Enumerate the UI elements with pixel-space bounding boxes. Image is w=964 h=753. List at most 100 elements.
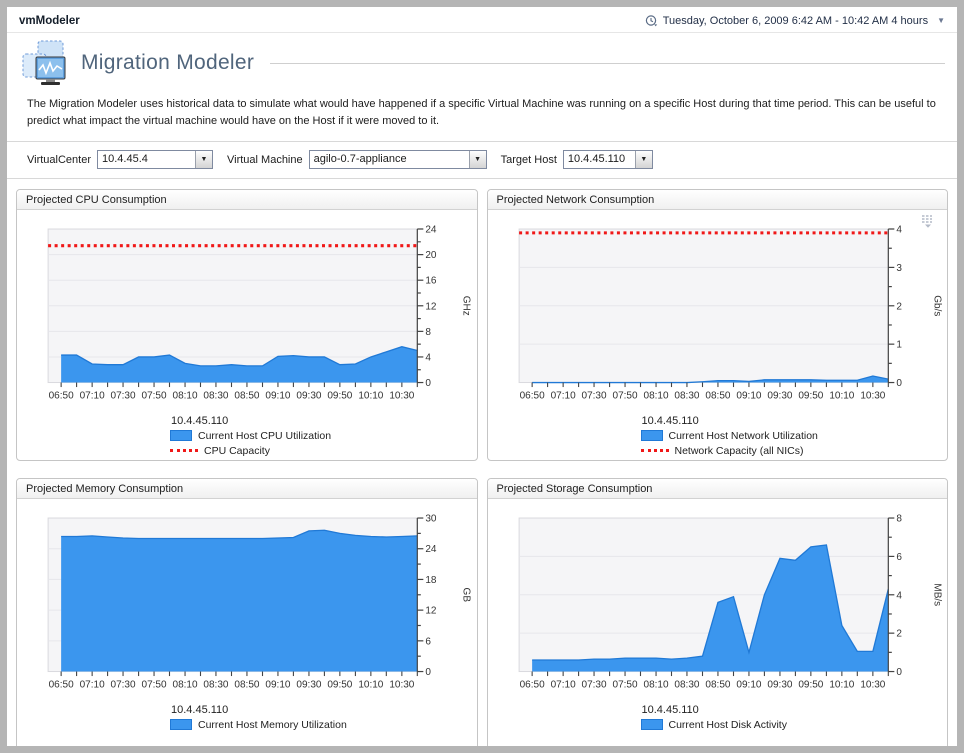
clock-icon: [645, 15, 657, 27]
svg-text:10:30: 10:30: [389, 680, 414, 691]
svg-text:09:50: 09:50: [327, 680, 352, 691]
chart-legend: 10.4.45.110 Current Host CPU Utilization…: [170, 415, 474, 457]
svg-text:10:10: 10:10: [358, 680, 383, 691]
svg-text:07:50: 07:50: [612, 391, 637, 402]
svg-text:10:10: 10:10: [358, 391, 383, 402]
chart-panel-title: Projected CPU Consumption: [17, 190, 477, 210]
svg-text:MB/s: MB/s: [931, 583, 942, 606]
legend-item: Current Host CPU Utilization: [170, 430, 474, 442]
legend-item: Network Capacity (all NICs): [640, 444, 945, 457]
legend-item: CPU Capacity: [170, 445, 474, 457]
chart-panel-body: 0 6 12 18 24 30 GB 06:50 07:10 07:30 07:50 08:10 08:…: [17, 499, 477, 731]
svg-text:12: 12: [425, 606, 437, 617]
svg-text:Gb/s: Gb/s: [931, 295, 942, 316]
cpu-chart: 0 4 8 12 16 20 24 GHz 06:50 07:10 07:30 07:50 08:10 0…: [47, 225, 471, 402]
svg-text:16: 16: [425, 276, 437, 287]
chart-panel-body: 0 1 2 3 4 Gb/s 06:50 07:10 07:30 07:50 08:10 08:30 0…: [488, 210, 948, 457]
legend-area-swatch: [640, 719, 663, 731]
svg-text:08:50: 08:50: [234, 391, 259, 402]
legend-item: Current Host Network Utilization: [640, 430, 945, 442]
svg-text:09:50: 09:50: [327, 391, 352, 402]
svg-text:09:30: 09:30: [767, 680, 792, 691]
svg-text:06:50: 06:50: [49, 680, 74, 691]
chart-menu-icon[interactable]: [919, 214, 935, 228]
svg-text:4: 4: [425, 352, 431, 363]
svg-text:08:10: 08:10: [173, 680, 198, 691]
virtual-machine-select[interactable]: agilo-0.7-appliance ▼: [308, 150, 487, 169]
timeframe-selector[interactable]: Tuesday, October 6, 2009 6:42 AM - 10:42…: [645, 14, 945, 27]
legend-area-swatch: [170, 719, 192, 731]
memory-chart: 0 6 12 18 24 30 GB 06:50 07:10 07:30 07:50 08:10 08:…: [47, 514, 471, 691]
svg-text:09:30: 09:30: [767, 391, 792, 402]
svg-text:6: 6: [896, 552, 902, 563]
svg-text:0: 0: [896, 667, 902, 678]
legend-item-label: CPU Capacity: [204, 444, 270, 457]
svg-text:07:10: 07:10: [80, 391, 105, 402]
legend-item: Current Host Disk Activity: [640, 719, 945, 731]
svg-text:09:10: 09:10: [736, 680, 761, 691]
svg-text:09:10: 09:10: [736, 391, 761, 402]
chart-panel-title: Projected Storage Consumption: [487, 479, 947, 499]
svg-text:09:10: 09:10: [265, 680, 290, 691]
legend-area-swatch: [640, 430, 663, 442]
svg-text:GHz: GHz: [460, 296, 471, 316]
chart-legend: 10.4.45.110 Current Host Disk Activity: [640, 704, 945, 731]
svg-text:07:30: 07:30: [581, 391, 606, 402]
page-description: The Migration Modeler uses historical da…: [7, 87, 957, 142]
svg-text:06:50: 06:50: [49, 391, 74, 402]
svg-text:18: 18: [425, 575, 437, 586]
panel-network: Projected Network Consumption 0 1 2 3 4 Gb/s 0…: [486, 189, 948, 461]
chart-panel-body: 0 2 4 6 8 MB/s 06:50 07:10 07:30 07:50 08:10 08:30 0…: [488, 499, 948, 731]
app-title: vmModeler: [19, 14, 80, 27]
target-host-value: 10.4.45.110: [567, 153, 626, 165]
svg-text:08:30: 08:30: [674, 391, 699, 402]
svg-text:24: 24: [425, 544, 437, 555]
legend-item-label: Network Capacity (all NICs): [674, 444, 804, 457]
legend-item-label: Current Host CPU Utilization: [198, 429, 332, 442]
panel-storage: Projected Storage Consumption 0 2 4 6 8 MB/s 0…: [486, 478, 948, 746]
svg-text:07:50: 07:50: [142, 680, 167, 691]
panel-memory: Projected Memory Consumption 0 6 12 18 24 30 G…: [16, 478, 478, 746]
network-chart: 0 1 2 3 4 Gb/s 06:50 07:10 07:30 07:50 08:10 08:30 0…: [518, 225, 942, 402]
svg-text:2: 2: [896, 301, 902, 312]
legend-item: Current Host Memory Utilization: [170, 719, 474, 731]
chart-panel-title: Projected Network Consumption: [487, 190, 947, 210]
svg-text:3: 3: [896, 263, 902, 274]
charts-grid: Projected CPU Consumption 0 4 8 12 16 20 24 GHz…: [7, 179, 957, 746]
legend-host-label: 10.4.45.110: [171, 703, 229, 716]
svg-text:09:30: 09:30: [296, 680, 321, 691]
timeframe-label: Tuesday, October 6, 2009 6:42 AM - 10:42…: [662, 14, 929, 27]
svg-text:09:30: 09:30: [296, 391, 321, 402]
chart-panel-title: Projected Memory Consumption: [17, 479, 477, 499]
svg-text:12: 12: [425, 301, 437, 312]
svg-text:07:10: 07:10: [550, 391, 575, 402]
svg-text:1: 1: [896, 340, 902, 351]
virtual-machine-label: Virtual Machine: [227, 153, 303, 166]
svg-text:8: 8: [896, 514, 902, 525]
storage-chart: 0 2 4 6 8 MB/s 06:50 07:10 07:30 07:50 08:10 08:30 0…: [518, 514, 942, 691]
chart-legend: 10.4.45.110 Current Host Network Utiliza…: [640, 415, 945, 457]
legend-capacity-swatch: [640, 449, 669, 453]
svg-text:07:10: 07:10: [550, 680, 575, 691]
svg-text:07:30: 07:30: [111, 391, 136, 402]
svg-text:0: 0: [425, 378, 431, 389]
migration-modeler-icon: [22, 40, 66, 85]
svg-text:6: 6: [425, 636, 431, 647]
svg-text:07:50: 07:50: [612, 680, 637, 691]
svg-text:07:30: 07:30: [581, 680, 606, 691]
svg-text:08:30: 08:30: [203, 680, 228, 691]
virtualcenter-label: VirtualCenter: [27, 153, 91, 166]
title-divider: [270, 62, 945, 64]
svg-text:2: 2: [896, 629, 902, 640]
svg-text:0: 0: [896, 378, 902, 389]
svg-text:4: 4: [896, 225, 902, 236]
svg-text:09:10: 09:10: [265, 391, 290, 402]
svg-text:10:30: 10:30: [860, 391, 885, 402]
chevron-down-icon: ▼: [937, 16, 945, 25]
title-row: Migration Modeler: [7, 33, 957, 87]
virtualcenter-select[interactable]: 10.4.45.4 ▼: [97, 150, 213, 169]
target-host-select[interactable]: 10.4.45.110 ▼: [562, 150, 653, 169]
svg-text:24: 24: [425, 225, 437, 236]
svg-text:08:50: 08:50: [705, 680, 730, 691]
